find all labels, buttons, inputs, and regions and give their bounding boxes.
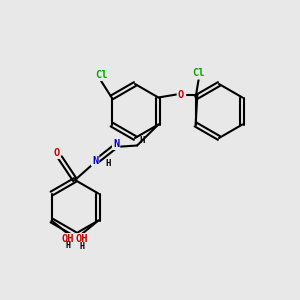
- Text: O: O: [53, 148, 59, 158]
- Text: N: N: [92, 155, 98, 166]
- Text: Cl: Cl: [95, 70, 107, 80]
- Text: H: H: [140, 136, 145, 145]
- Text: O: O: [178, 89, 184, 100]
- Text: OH: OH: [62, 234, 74, 244]
- Text: H: H: [66, 242, 70, 250]
- Text: H: H: [105, 159, 110, 168]
- Text: H: H: [80, 242, 84, 250]
- Text: Cl: Cl: [192, 68, 205, 79]
- Text: N: N: [113, 139, 119, 149]
- Text: OH: OH: [76, 234, 88, 244]
